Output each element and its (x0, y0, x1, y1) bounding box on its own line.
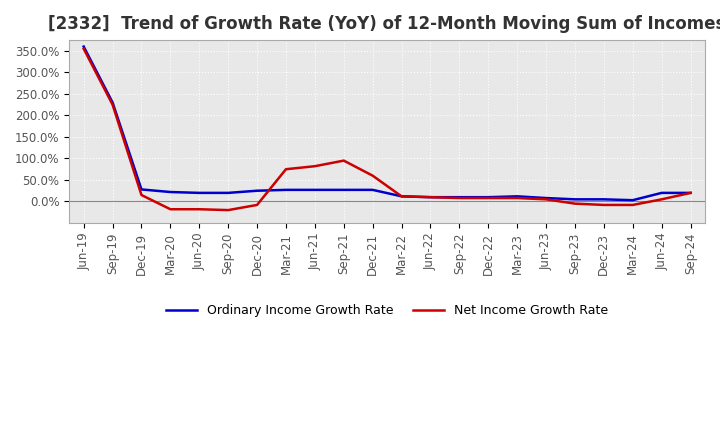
Ordinary Income Growth Rate (79, 44, 88, 49)
Ordinary Income Growth Rate (629, 198, 637, 203)
Ordinary Income Growth Rate (339, 187, 348, 193)
Net Income Growth Rate (369, 173, 377, 178)
Ordinary Income Growth Rate (369, 187, 377, 193)
Ordinary Income Growth Rate (195, 190, 204, 195)
Ordinary Income Growth Rate (484, 194, 492, 200)
Line: Net Income Growth Rate: Net Income Growth Rate (84, 49, 690, 210)
Title: [2332]  Trend of Growth Rate (YoY) of 12-Month Moving Sum of Incomes: [2332] Trend of Growth Rate (YoY) of 12-… (48, 15, 720, 33)
Ordinary Income Growth Rate (310, 187, 319, 193)
Ordinary Income Growth Rate (541, 195, 550, 201)
Net Income Growth Rate (686, 190, 695, 195)
Net Income Growth Rate (426, 194, 435, 200)
Ordinary Income Growth Rate (571, 197, 580, 202)
Ordinary Income Growth Rate (397, 194, 406, 199)
Ordinary Income Growth Rate (282, 187, 290, 193)
Net Income Growth Rate (224, 207, 233, 213)
Ordinary Income Growth Rate (166, 189, 175, 194)
Line: Ordinary Income Growth Rate: Ordinary Income Growth Rate (84, 47, 690, 200)
Net Income Growth Rate (137, 192, 145, 198)
Net Income Growth Rate (310, 164, 319, 169)
Net Income Growth Rate (600, 202, 608, 208)
Ordinary Income Growth Rate (686, 190, 695, 195)
Ordinary Income Growth Rate (600, 197, 608, 202)
Ordinary Income Growth Rate (108, 100, 117, 105)
Net Income Growth Rate (282, 167, 290, 172)
Net Income Growth Rate (484, 195, 492, 201)
Net Income Growth Rate (195, 207, 204, 212)
Net Income Growth Rate (108, 102, 117, 107)
Ordinary Income Growth Rate (513, 194, 521, 199)
Ordinary Income Growth Rate (253, 188, 261, 193)
Net Income Growth Rate (397, 194, 406, 199)
Ordinary Income Growth Rate (426, 194, 435, 200)
Net Income Growth Rate (455, 195, 464, 201)
Net Income Growth Rate (79, 46, 88, 51)
Ordinary Income Growth Rate (137, 187, 145, 192)
Net Income Growth Rate (166, 207, 175, 212)
Ordinary Income Growth Rate (224, 190, 233, 195)
Net Income Growth Rate (339, 158, 348, 163)
Legend: Ordinary Income Growth Rate, Net Income Growth Rate: Ordinary Income Growth Rate, Net Income … (161, 299, 613, 322)
Net Income Growth Rate (657, 197, 666, 202)
Ordinary Income Growth Rate (657, 190, 666, 195)
Ordinary Income Growth Rate (455, 194, 464, 200)
Net Income Growth Rate (629, 202, 637, 208)
Net Income Growth Rate (513, 195, 521, 201)
Net Income Growth Rate (541, 197, 550, 202)
Net Income Growth Rate (571, 201, 580, 206)
Net Income Growth Rate (253, 202, 261, 208)
